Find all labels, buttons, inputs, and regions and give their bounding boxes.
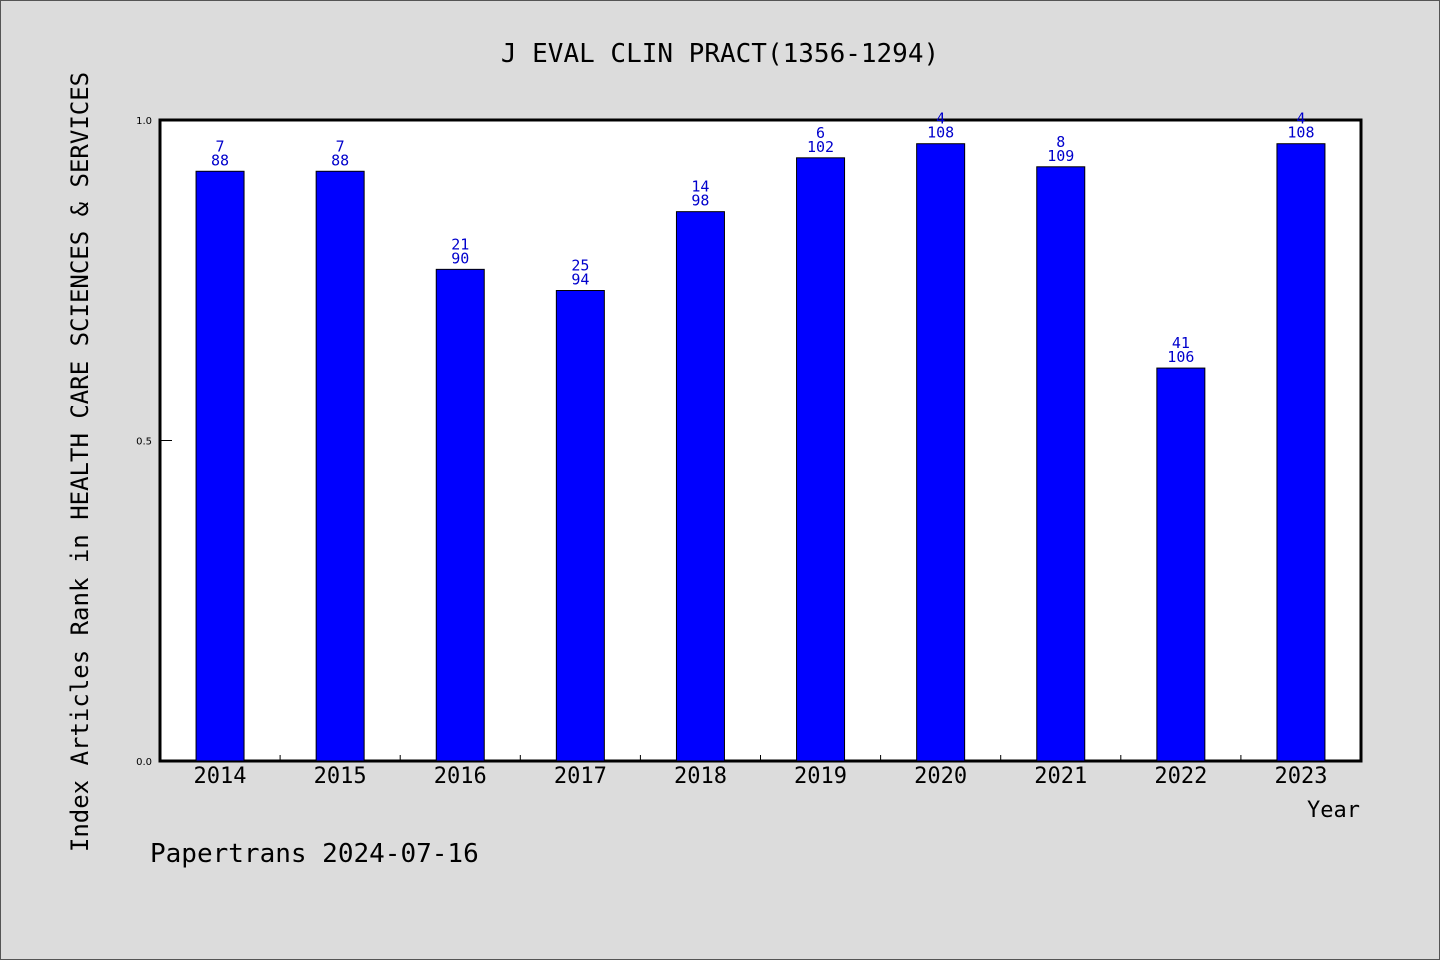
bar-rank-label: 8 bbox=[1056, 133, 1065, 151]
bar-rank-label: 41 bbox=[1172, 334, 1190, 352]
x-tick-label: 2015 bbox=[314, 764, 367, 789]
y-tick-label: 0.5 bbox=[136, 437, 152, 448]
y-axis: 0.0 0.5 1.0 bbox=[136, 116, 172, 768]
bar-total-label: 109 bbox=[1047, 147, 1074, 165]
x-tick-label: 2016 bbox=[434, 764, 487, 789]
x-tick-label: 2014 bbox=[194, 764, 247, 789]
bar-rank-label: 6 bbox=[816, 124, 825, 142]
footer-credit: Papertrans 2024-07-16 bbox=[150, 839, 479, 869]
bar-2015 bbox=[315, 170, 365, 762]
x-tick-label: 2022 bbox=[1154, 764, 1207, 789]
bar-total-label: 90 bbox=[451, 249, 469, 267]
bar-total-label: 88 bbox=[211, 151, 229, 169]
bar-total-label: 108 bbox=[927, 124, 954, 142]
bar-2018 bbox=[675, 211, 725, 762]
x-axis-label: Year bbox=[1307, 798, 1360, 823]
bar-total-label: 98 bbox=[691, 192, 709, 210]
bar-2020 bbox=[916, 143, 966, 762]
chart-title: J EVAL CLIN PRACT(1356-1294) bbox=[501, 39, 939, 69]
bar-2017 bbox=[555, 290, 605, 762]
x-tick-label: 2018 bbox=[674, 764, 727, 789]
y-tick-label: 1.0 bbox=[136, 116, 152, 127]
bar-2019 bbox=[796, 157, 846, 762]
x-tick-label: 2021 bbox=[1034, 764, 1087, 789]
bar-total-label: 108 bbox=[1287, 124, 1314, 142]
bar-rank-label: 25 bbox=[571, 257, 589, 275]
bar-rank-label: 7 bbox=[216, 137, 225, 155]
bar-rank-label: 14 bbox=[691, 178, 709, 196]
bar-rank-label: 4 bbox=[1296, 110, 1305, 128]
bar-total-label: 88 bbox=[331, 151, 349, 169]
y-tick-label: 0.0 bbox=[136, 757, 152, 768]
y-axis-label: Index Articles Rank in HEALTH CARE SCIEN… bbox=[66, 72, 94, 852]
x-axis: 2014 2015 2016 2017 2018 2019 2020 2021 2022 2023 bbox=[159, 755, 1362, 789]
bar-2016 bbox=[435, 268, 485, 762]
bar-2021 bbox=[1036, 166, 1086, 762]
bar-rank-label: 21 bbox=[451, 235, 469, 253]
bar-2014 bbox=[195, 170, 245, 762]
bar-2023 bbox=[1276, 143, 1326, 762]
x-tick-label: 2020 bbox=[914, 764, 967, 789]
bar-total-label: 106 bbox=[1167, 348, 1194, 366]
bar-total-label: 94 bbox=[571, 271, 589, 289]
bar-rank-label: 4 bbox=[936, 110, 945, 128]
bar-rank-label: 7 bbox=[336, 137, 345, 155]
bars-group bbox=[195, 143, 1326, 762]
x-tick-label: 2023 bbox=[1274, 764, 1327, 789]
bar-2022 bbox=[1156, 367, 1206, 762]
x-tick-label: 2017 bbox=[554, 764, 607, 789]
x-tick-label: 2019 bbox=[794, 764, 847, 789]
bar-total-label: 102 bbox=[807, 138, 834, 156]
